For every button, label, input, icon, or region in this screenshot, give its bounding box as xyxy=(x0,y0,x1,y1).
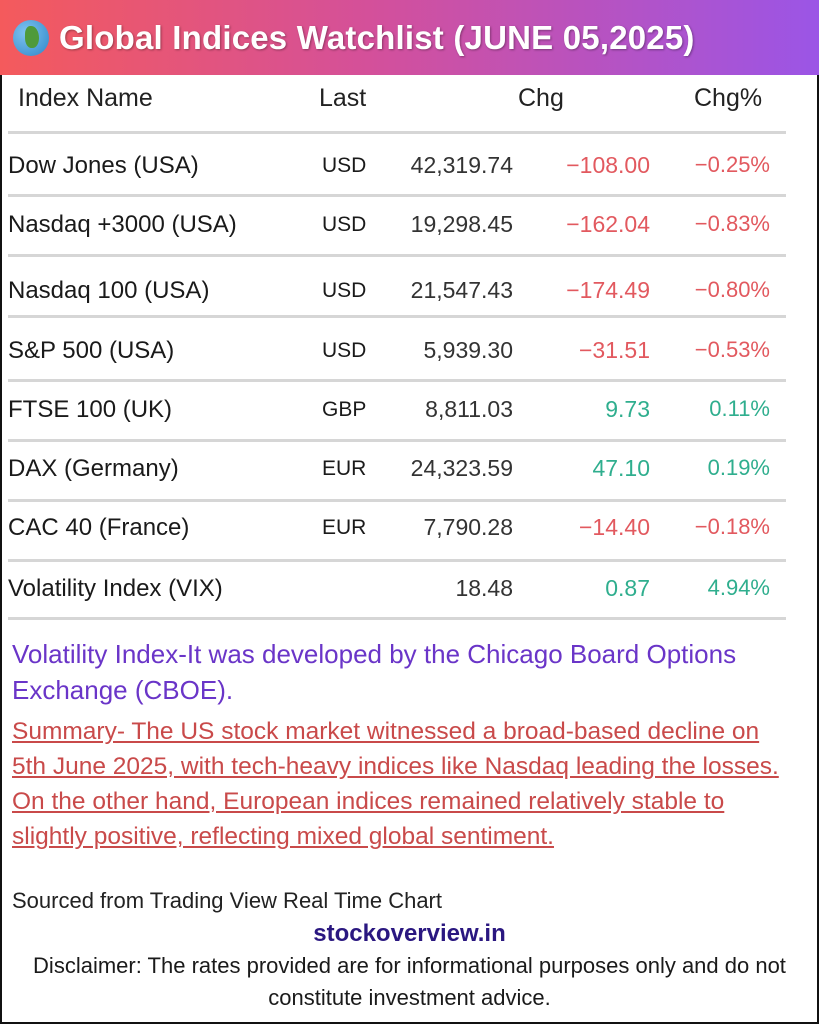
row-divider xyxy=(8,194,786,197)
column-header-chg-pct: Chg% xyxy=(694,84,763,112)
page-title: Global Indices Watchlist (JUNE 05,2025) xyxy=(59,18,695,56)
currency: GBP xyxy=(322,398,367,421)
change: −108.00 xyxy=(566,152,650,178)
change: −174.49 xyxy=(566,277,650,303)
index-name: Dow Jones (USA) xyxy=(8,152,199,179)
source-credit: Sourced from Trading View Real Time Char… xyxy=(12,888,442,913)
row-divider xyxy=(8,617,786,620)
index-name: S&P 500 (USA) xyxy=(8,337,175,364)
change-percent: −0.83% xyxy=(694,211,770,236)
change: 9.73 xyxy=(605,396,650,422)
table-row: CAC 40 (France) EUR 7,790.28 −14.40 −0.18% xyxy=(0,514,819,554)
title-banner: Global Indices Watchlist (JUNE 05,2025) xyxy=(0,0,819,75)
change: 0.87 xyxy=(605,575,650,601)
currency: EUR xyxy=(322,516,367,539)
last-price: 24,323.59 xyxy=(410,455,513,481)
currency: USD xyxy=(322,279,367,302)
change: −31.51 xyxy=(579,337,650,363)
change-percent: −0.25% xyxy=(694,152,770,177)
change: −162.04 xyxy=(566,211,650,237)
column-header-chg: Chg xyxy=(518,84,564,112)
table-row: S&P 500 (USA) USD 5,939.30 −31.51 −0.53% xyxy=(0,337,819,377)
table-row: Nasdaq +3000 (USA) USD 19,298.45 −162.04 −0.… xyxy=(0,211,819,251)
table-row: Dow Jones (USA) USD 42,319.74 −108.00 −0.25% xyxy=(0,152,819,192)
row-divider xyxy=(8,439,786,442)
change-percent: 0.19% xyxy=(707,455,770,480)
change-percent: 4.94% xyxy=(707,575,770,600)
change-percent: 0.11% xyxy=(709,396,770,421)
disclaimer: Disclaimer: The rates provided are for i… xyxy=(33,953,786,1010)
last-price: 21,547.43 xyxy=(410,277,513,303)
row-divider xyxy=(8,131,786,134)
currency: USD xyxy=(322,339,367,362)
index-name: Nasdaq +3000 (USA) xyxy=(8,211,237,238)
table-row: Volatility Index (VIX) 18.48 0.87 4.94% xyxy=(0,575,819,615)
column-header-last: Last xyxy=(319,84,367,112)
site-name: stockoverview.in xyxy=(313,920,506,947)
last-price: 7,790.28 xyxy=(423,514,513,540)
last-price: 8,811.03 xyxy=(425,396,513,422)
table-row: DAX (Germany) EUR 24,323.59 47.10 0.19% xyxy=(0,455,819,495)
last-price: 18.48 xyxy=(455,575,513,601)
row-divider xyxy=(8,559,786,562)
vix-note: Volatility Index-It was developed by the… xyxy=(12,639,737,705)
index-name: Volatility Index (VIX) xyxy=(8,575,223,602)
index-name: FTSE 100 (UK) xyxy=(8,396,173,423)
row-divider xyxy=(8,499,786,502)
row-divider xyxy=(8,254,786,257)
change: −14.40 xyxy=(579,514,650,540)
index-name: Nasdaq 100 (USA) xyxy=(8,277,210,304)
currency: EUR xyxy=(322,457,367,480)
currency: USD xyxy=(322,213,367,236)
change-percent: −0.18% xyxy=(694,514,770,539)
change-percent: −0.80% xyxy=(694,277,770,302)
last-price: 19,298.45 xyxy=(410,211,513,237)
index-name: DAX (Germany) xyxy=(8,455,179,482)
last-price: 42,319.74 xyxy=(410,152,513,178)
globe-icon xyxy=(13,19,49,56)
table-row: FTSE 100 (UK) GBP 8,811.03 9.73 0.11% xyxy=(0,396,819,436)
index-name: CAC 40 (France) xyxy=(8,514,190,541)
last-price: 5,939.30 xyxy=(423,337,513,363)
change-percent: −0.53% xyxy=(694,337,770,362)
market-summary: Summary- The US stock market witnessed a… xyxy=(12,718,779,850)
row-divider xyxy=(8,315,786,318)
column-header-index-name: Index Name xyxy=(18,84,153,112)
table-row: Nasdaq 100 (USA) USD 21,547.43 −174.49 −0.80… xyxy=(0,277,819,317)
currency: USD xyxy=(322,154,367,177)
change: 47.10 xyxy=(592,455,650,481)
row-divider xyxy=(8,379,786,382)
